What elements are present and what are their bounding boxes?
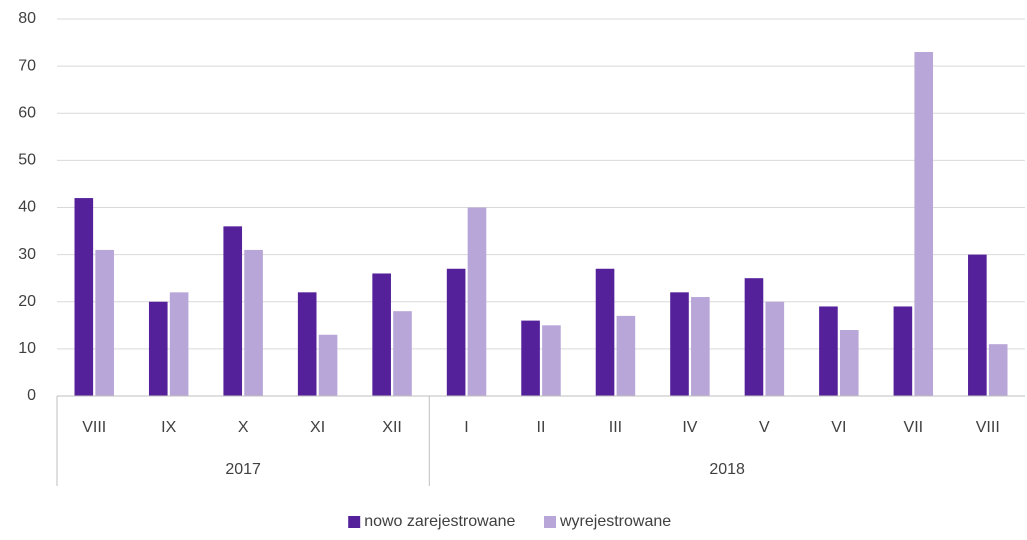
legend-swatch (544, 516, 556, 528)
bar (819, 306, 838, 396)
legend-swatch (348, 516, 361, 528)
x-tick-label: V (759, 419, 770, 436)
x-tick-label: XII (382, 419, 402, 436)
bar (542, 325, 561, 396)
bar (893, 306, 913, 396)
bar (670, 292, 689, 396)
y-tick-label: 50 (18, 152, 36, 169)
bar (95, 249, 114, 396)
y-tick-label: 60 (18, 104, 36, 121)
x-tick-label: XI (310, 419, 325, 436)
x-tick-label: IV (682, 419, 697, 436)
legend-label: nowo zarejestrowane (364, 513, 515, 530)
x-tick-label: II (537, 419, 546, 436)
y-tick-label: 30 (18, 246, 36, 263)
group-label: 2018 (709, 461, 745, 478)
legend-label: wyrejestrowane (559, 513, 671, 530)
bar (297, 292, 317, 396)
x-tick-label: I (464, 419, 468, 436)
bar (467, 207, 487, 396)
bar (595, 268, 615, 396)
y-tick-label: 0 (27, 387, 36, 404)
bar (446, 268, 466, 396)
x-tick-label: VIII (976, 419, 1000, 436)
bar (318, 334, 338, 396)
bar (169, 292, 189, 396)
bar (244, 249, 263, 396)
y-tick-label: 20 (18, 293, 36, 310)
x-tick-label: III (609, 419, 622, 436)
y-tick-label: 70 (18, 57, 36, 74)
bar (393, 311, 412, 396)
bar (968, 254, 987, 396)
bar (691, 297, 710, 396)
bar (839, 330, 859, 396)
y-tick-label: 40 (18, 199, 36, 216)
x-tick-label: VIII (82, 419, 106, 436)
bar (74, 198, 94, 396)
group-label: 2017 (225, 461, 261, 478)
bar (521, 320, 540, 396)
bar (223, 226, 243, 396)
bar (988, 344, 1008, 396)
bar (914, 51, 934, 397)
bar (616, 315, 636, 396)
x-tick-label: VII (904, 419, 924, 436)
bar (744, 278, 764, 396)
x-tick-label: VI (831, 419, 846, 436)
bar (765, 301, 785, 396)
bar (372, 273, 391, 396)
x-tick-label: IX (161, 419, 176, 436)
y-tick-label: 80 (18, 10, 36, 27)
bar (148, 301, 168, 396)
x-tick-label: X (238, 419, 249, 436)
y-tick-label: 10 (18, 340, 36, 357)
